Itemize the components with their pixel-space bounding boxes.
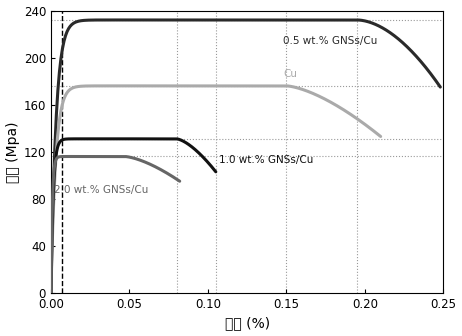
Text: 2.0 wt.% GNSs/Cu: 2.0 wt.% GNSs/Cu — [54, 185, 148, 195]
Text: 1.0 wt.% GNSs/Cu: 1.0 wt.% GNSs/Cu — [219, 155, 313, 165]
X-axis label: 应变 (%): 应变 (%) — [225, 317, 270, 330]
Y-axis label: 应力 (Mpa): 应力 (Mpa) — [6, 121, 19, 182]
Text: 0.5 wt.% GNSs/Cu: 0.5 wt.% GNSs/Cu — [283, 36, 378, 46]
Text: Cu: Cu — [283, 69, 298, 79]
